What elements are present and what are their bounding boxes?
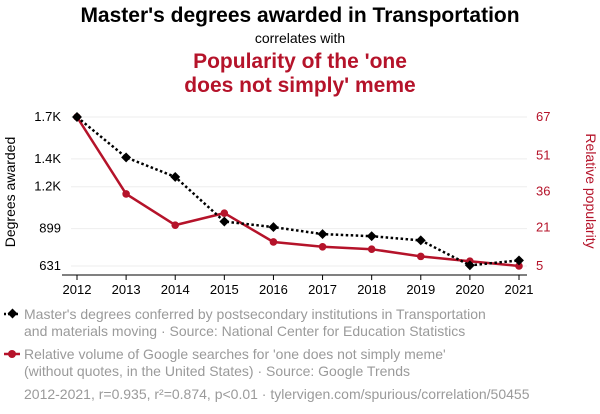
left-tick-label: 899: [39, 221, 61, 236]
point-degrees: [121, 152, 132, 163]
legend-searches-line2: (without quotes, in the United States) ·…: [24, 363, 410, 379]
point-searches: [416, 252, 425, 261]
right-axis-ticks: 5 21 36 51 67: [536, 109, 550, 273]
x-tick-label: 2014: [161, 282, 190, 297]
point-searches: [122, 190, 130, 198]
point-degrees: [464, 260, 475, 271]
point-searches: [220, 209, 229, 217]
point-degrees: [317, 229, 328, 240]
point-degrees: [219, 216, 230, 227]
point-searches: [171, 221, 180, 229]
legend-marker-searches: [8, 350, 16, 358]
x-tick-label: 2021: [505, 282, 534, 297]
point-searches: [367, 245, 376, 253]
chart-title: Master's degrees awarded in Transportati…: [80, 4, 519, 27]
point-degrees: [514, 255, 524, 266]
series-line-degrees: [76, 116, 520, 267]
left-tick-label: 631: [39, 258, 61, 273]
legend-degrees-line2: and materials moving · Source: National …: [24, 323, 465, 339]
series-line-searches: [75, 116, 520, 268]
point-degrees: [366, 231, 377, 242]
left-axis-ticks: 631 899 1.2K 1.4K 1.7K: [34, 109, 61, 273]
x-tick-label: 2016: [259, 282, 288, 297]
legend: Master's degrees conferred by postsecond…: [4, 306, 486, 379]
point-degrees: [170, 171, 181, 182]
x-tick-label: 2017: [308, 282, 337, 297]
chart-connector: correlates with: [255, 30, 345, 46]
left-tick-label: 1.7K: [34, 109, 61, 124]
gridlines: [71, 116, 527, 267]
chart-title2-line1: Popularity of the 'one: [193, 50, 407, 73]
right-axis-label: Relative popularity: [583, 133, 599, 248]
x-tick-label: 2012: [63, 282, 92, 297]
right-tick-label: 21: [536, 220, 550, 235]
x-tick-label: 2019: [406, 282, 435, 297]
x-tick-label: 2020: [455, 282, 484, 297]
series-layer: [72, 112, 524, 271]
right-tick-label: 5: [536, 258, 543, 273]
x-axis-ticks: 2012 2013 2014 2015 2016 2017 2018 2019 2020 2021: [63, 275, 534, 297]
point-degrees: [72, 112, 82, 122]
right-tick-label: 51: [536, 147, 550, 162]
x-tick-label: 2015: [210, 282, 239, 297]
x-tick-label: 2018: [357, 282, 386, 297]
legend-searches-line1: Relative volume of Google searches for '…: [24, 346, 446, 362]
point-degrees: [268, 222, 279, 233]
point-searches: [269, 238, 278, 246]
legend-marker-degrees: [7, 308, 18, 319]
point-searches: [318, 242, 327, 251]
right-tick-label: 36: [536, 184, 550, 199]
point-degrees: [415, 235, 426, 246]
left-tick-label: 1.4K: [34, 151, 61, 166]
left-tick-label: 1.2K: [34, 179, 61, 194]
right-tick-label: 67: [536, 109, 550, 124]
legend-degrees-line1: Master's degrees conferred by postsecond…: [24, 306, 486, 322]
footer-stats: 2012-2021, r=0.935, r²=0.874, p<0.01 · t…: [24, 386, 530, 402]
point-searches: [515, 262, 523, 270]
x-tick-label: 2013: [112, 282, 141, 297]
chart-title2-line2: does not simply' meme: [184, 74, 415, 97]
left-axis-label: Degrees awarded: [2, 137, 18, 248]
